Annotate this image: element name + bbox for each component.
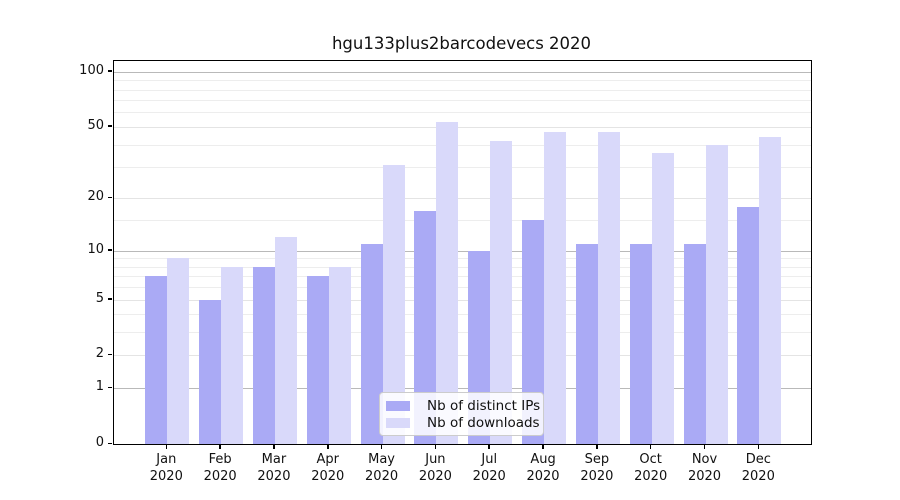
y-axis-label: 1	[95, 379, 104, 395]
x-axis-label: Feb 2020	[203, 452, 237, 484]
y-axis-tick	[108, 353, 112, 356]
x-axis-label: May 2020	[365, 452, 399, 484]
y-axis-label: 20	[87, 189, 104, 205]
gridline-major	[114, 299, 811, 301]
gridline-minor	[114, 266, 811, 268]
gridline-minor	[114, 144, 811, 146]
gridline-minor	[114, 80, 811, 82]
x-axis-tick	[380, 444, 383, 449]
x-axis-tick	[273, 444, 275, 449]
legend-label-distinct-ips: Nb of distinct IPs	[427, 398, 541, 414]
x-axis-tick	[327, 444, 329, 449]
legend-item-distinct-ips: Nb of distinct IPs	[386, 398, 543, 414]
bar-distinct-ips	[737, 206, 760, 444]
x-axis-label: Apr 2020	[311, 452, 345, 484]
bar-downloads	[328, 266, 351, 444]
gridline-minor	[114, 100, 811, 102]
gridline-minor	[114, 314, 811, 316]
x-axis-label: Sep 2020	[580, 452, 614, 484]
bar-downloads	[544, 131, 567, 444]
y-axis-tick	[108, 298, 112, 300]
x-axis-label: Dec 2020	[741, 452, 775, 484]
x-axis-tick	[434, 444, 437, 449]
y-axis-tick	[108, 249, 112, 251]
bar-distinct-ips	[199, 299, 222, 444]
gridline-major	[114, 355, 811, 357]
bar-downloads	[221, 266, 244, 444]
gridline-minor	[114, 112, 811, 114]
legend: Nb of distinct IPs Nb of downloads	[379, 392, 544, 436]
y-axis-tick	[108, 442, 112, 444]
bar-distinct-ips	[306, 276, 329, 444]
gridline-minor	[114, 258, 811, 260]
bar-distinct-ips	[360, 243, 383, 444]
chart-title: hgu133plus2barcodevecs 2020	[331, 34, 592, 53]
bar-distinct-ips	[683, 243, 706, 444]
gridline-major	[114, 71, 811, 73]
x-axis-tick	[542, 444, 544, 449]
bar-distinct-ips	[575, 243, 598, 444]
x-axis-tick	[596, 444, 598, 449]
x-axis-label: Jun 2020	[418, 452, 452, 484]
legend-item-downloads: Nb of downloads	[386, 415, 543, 431]
plot-area	[113, 60, 812, 445]
y-axis-tick	[108, 386, 112, 389]
bar-downloads	[167, 258, 190, 444]
bar-downloads	[759, 137, 782, 444]
bar-downloads	[274, 237, 297, 444]
gridline-minor	[114, 276, 811, 278]
legend-label-downloads: Nb of downloads	[427, 415, 540, 431]
bar-distinct-ips	[252, 266, 275, 444]
y-axis-label: 50	[87, 117, 104, 133]
gridline-major	[114, 126, 811, 128]
gridline-minor	[114, 167, 811, 169]
y-axis-label: 100	[79, 62, 104, 78]
x-axis-label: Nov 2020	[687, 452, 722, 484]
bar-distinct-ips	[145, 276, 168, 444]
gridline-minor	[114, 332, 811, 334]
legend-swatch-distinct-ips	[386, 400, 410, 412]
bar-downloads	[651, 152, 674, 444]
y-axis-label: 0	[95, 435, 104, 450]
x-axis-label: Oct 2020	[634, 452, 668, 484]
gridline-major	[114, 388, 811, 390]
y-axis-label: 5	[95, 290, 104, 306]
x-axis-tick	[219, 444, 221, 449]
x-axis-label: Jul 2020	[472, 452, 506, 484]
gridline-minor	[114, 220, 811, 222]
x-axis-tick	[165, 444, 168, 449]
bar-downloads	[705, 144, 728, 444]
legend-swatch-downloads	[386, 417, 410, 429]
x-axis-tick	[757, 444, 760, 449]
y-axis-tick	[108, 196, 112, 199]
gridline-major	[114, 198, 811, 200]
x-axis-label: Aug 2020	[526, 452, 560, 484]
x-axis-tick	[649, 444, 652, 449]
gridline-major	[114, 250, 811, 252]
x-axis-tick	[703, 444, 706, 449]
x-axis-tick	[488, 444, 490, 449]
y-axis-tick	[108, 125, 112, 127]
x-axis-label: Mar 2020	[257, 452, 291, 484]
bar-distinct-ips	[414, 210, 437, 444]
bar-downloads	[597, 131, 620, 444]
bar-distinct-ips	[522, 220, 545, 444]
y-axis-label: 10	[87, 241, 104, 257]
gridline-minor	[114, 89, 811, 91]
x-axis-label: Jan 2020	[149, 452, 183, 484]
y-axis-label: 2	[95, 346, 104, 362]
bar-downloads	[436, 122, 459, 444]
bar-distinct-ips	[629, 243, 652, 444]
y-axis-tick	[108, 70, 112, 72]
gridline-minor	[114, 287, 811, 289]
bar-downloads	[382, 164, 405, 444]
bar-downloads	[490, 140, 513, 444]
